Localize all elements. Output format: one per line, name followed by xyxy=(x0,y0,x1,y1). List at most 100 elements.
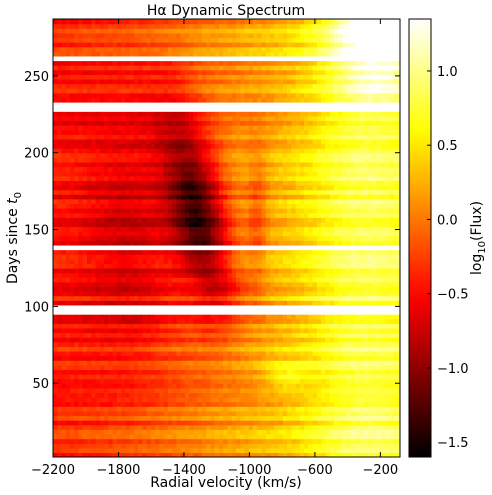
heatmap-cell xyxy=(316,337,322,343)
heatmap-cell xyxy=(210,341,216,347)
heatmap-cell xyxy=(244,337,250,343)
heatmap-cell xyxy=(99,203,105,209)
heatmap-cell xyxy=(291,387,297,394)
heatmap-cell xyxy=(121,346,126,352)
heatmap-cell xyxy=(274,392,280,398)
heatmap-cell xyxy=(155,309,160,315)
heatmap-cell xyxy=(61,249,67,255)
heatmap-cell xyxy=(184,350,190,357)
heatmap-cell xyxy=(244,420,250,426)
heatmap-cell xyxy=(376,318,382,324)
heatmap-cell xyxy=(172,267,178,274)
heatmap-cell xyxy=(235,184,241,191)
heatmap-cell xyxy=(129,309,135,315)
heatmap-cell xyxy=(278,235,284,241)
heatmap-cell xyxy=(138,374,143,380)
heatmap-cell xyxy=(367,410,373,417)
heatmap-cell xyxy=(138,387,143,394)
heatmap-cell xyxy=(235,286,241,292)
heatmap-cell xyxy=(240,267,246,274)
heatmap-cell xyxy=(172,438,178,444)
heatmap-cell xyxy=(167,235,173,241)
heatmap-cell xyxy=(146,180,152,186)
heatmap-cell xyxy=(338,254,343,260)
heatmap-cell xyxy=(231,318,237,324)
heatmap-cell xyxy=(278,374,284,380)
heatmap-cell xyxy=(270,415,275,421)
heatmap-cell xyxy=(176,410,182,417)
heatmap-cell xyxy=(223,208,229,214)
heatmap-cell xyxy=(167,374,173,380)
heatmap-cell xyxy=(214,415,220,421)
heatmap-cell xyxy=(189,410,195,417)
heatmap-cell xyxy=(274,272,280,278)
heatmap-cell xyxy=(87,231,92,237)
heatmap-cell xyxy=(163,203,169,209)
heatmap-cell xyxy=(121,226,126,232)
heatmap-cell xyxy=(201,452,207,457)
heatmap-cell xyxy=(53,203,58,209)
heatmap-cell xyxy=(384,346,390,352)
heatmap-cell xyxy=(393,180,399,186)
heatmap-cell xyxy=(359,249,365,255)
heatmap-cell xyxy=(274,341,280,347)
heatmap-cell xyxy=(163,286,169,292)
heatmap-cell xyxy=(210,291,216,297)
heatmap-cell xyxy=(291,383,297,389)
heatmap-cell xyxy=(210,249,216,255)
heatmap-cell xyxy=(316,327,322,334)
heatmap-cell xyxy=(163,378,169,384)
heatmap-cell xyxy=(299,189,305,195)
heatmap-cell xyxy=(142,429,148,435)
heatmap-cell xyxy=(227,415,233,421)
heatmap-cell xyxy=(70,397,75,403)
heatmap-cell xyxy=(270,263,275,269)
heatmap-cell xyxy=(257,235,263,241)
heatmap-cell xyxy=(189,208,195,214)
heatmap-cell xyxy=(231,410,237,417)
heatmap-cell xyxy=(104,180,109,186)
heatmap-cell xyxy=(384,447,390,453)
heatmap-cell xyxy=(304,184,309,191)
heatmap-cell xyxy=(172,281,178,288)
heatmap-cell xyxy=(150,374,156,380)
heatmap-cell xyxy=(176,249,182,255)
heatmap-cell xyxy=(104,350,109,357)
heatmap-cell xyxy=(163,291,169,297)
heatmap-cell xyxy=(397,295,400,301)
heatmap-cell xyxy=(172,429,178,435)
heatmap-cell xyxy=(65,443,71,449)
heatmap-cell xyxy=(223,438,229,444)
heatmap-cell xyxy=(167,267,173,274)
heatmap-cell xyxy=(133,424,139,430)
heatmap-cell xyxy=(257,180,263,186)
heatmap-cell xyxy=(112,438,118,444)
heatmap-cell xyxy=(116,254,122,260)
heatmap-cell xyxy=(214,304,220,311)
heatmap-cell xyxy=(287,415,292,421)
heatmap-cell xyxy=(367,420,373,426)
heatmap-cell xyxy=(253,323,258,329)
heatmap-cell xyxy=(312,401,318,407)
heatmap-cell xyxy=(367,258,373,264)
heatmap-cell xyxy=(363,447,369,453)
heatmap-cell xyxy=(53,235,58,241)
heatmap-cell xyxy=(397,323,400,329)
heatmap-cell xyxy=(244,401,250,407)
heatmap-cell xyxy=(355,272,361,278)
heatmap-cell xyxy=(270,221,275,228)
heatmap-cell xyxy=(116,397,122,403)
heatmap-cell xyxy=(193,226,199,232)
heatmap-cell xyxy=(167,341,173,347)
heatmap-cell xyxy=(70,286,75,292)
heatmap-cell xyxy=(189,235,195,241)
heatmap-cell xyxy=(227,433,233,440)
heatmap-cell xyxy=(355,254,361,260)
heatmap-cell xyxy=(163,295,169,301)
heatmap-cell xyxy=(253,341,258,347)
heatmap-cell xyxy=(201,424,207,430)
heatmap-cell xyxy=(65,327,71,334)
heatmap-cell xyxy=(248,369,254,375)
heatmap-cell xyxy=(316,355,322,361)
heatmap-cell xyxy=(210,397,216,403)
